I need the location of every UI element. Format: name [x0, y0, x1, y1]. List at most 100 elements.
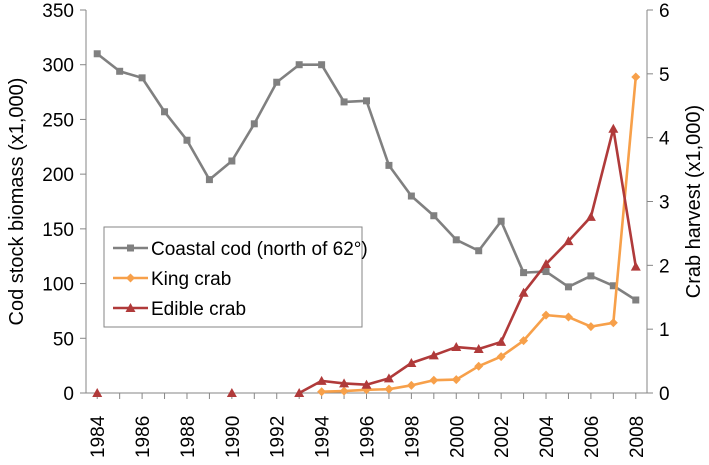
x-tick-label: 1994 [313, 415, 334, 458]
data-point [630, 261, 641, 271]
left-tick-label: 300 [42, 56, 74, 77]
data-point [93, 50, 101, 58]
left-tick-label: 50 [53, 329, 74, 350]
right-tick-label: 6 [659, 1, 670, 22]
data-point [406, 380, 416, 390]
right-tick-label: 5 [659, 65, 670, 86]
data-point [138, 74, 146, 82]
data-point [385, 161, 393, 169]
series-line-segment [612, 127, 638, 268]
series-line-segment [320, 63, 346, 104]
data-point [317, 387, 327, 397]
data-point [541, 259, 552, 269]
data-point [226, 388, 237, 397]
right-tick-label: 4 [659, 129, 670, 150]
data-point [474, 361, 484, 371]
data-point [318, 61, 326, 69]
series-line-segment [140, 76, 166, 114]
data-point [587, 272, 595, 280]
data-point [632, 296, 640, 304]
data-point [273, 78, 281, 86]
axes-layer: 0 50 100 150 200 250 300 350 0 1 2 3 4 5 6 1984 1986 1988… [6, 1, 705, 458]
series-line-segment [589, 274, 615, 288]
legend-item-edible-crab: Edible crab [113, 299, 246, 320]
x-tick-label: 2000 [447, 416, 468, 458]
data-point [228, 157, 236, 165]
series-line-segment [275, 63, 301, 84]
series-line-segment [454, 364, 481, 381]
right-tick-label: 1 [659, 320, 670, 341]
data-point [361, 379, 372, 389]
data-point [339, 378, 350, 388]
left-tick-label: 200 [42, 165, 74, 186]
right-tick-label: 3 [659, 193, 670, 214]
data-point [316, 375, 327, 385]
x-tick-label: 1986 [133, 416, 154, 458]
data-point [541, 310, 551, 320]
data-point [161, 108, 169, 116]
legend-label: Coastal cod (north of 62°) [151, 239, 368, 260]
x-tick-label: 1996 [358, 416, 379, 458]
legend-item-king-crab: King crab [113, 269, 231, 290]
legend-label: Edible crab [151, 299, 246, 320]
series-line-segment [410, 354, 436, 365]
series-line-segment [410, 194, 436, 218]
series-line-segment [477, 340, 503, 351]
series-line-segment [95, 52, 121, 73]
data-point [295, 61, 303, 69]
data-point [339, 386, 349, 396]
series-line-segment [499, 291, 525, 344]
right-tick-label: 2 [659, 256, 670, 277]
series-line-segment [477, 219, 503, 253]
right-axis-title: Crab harvest (x1,000) [683, 105, 705, 298]
left-tick-label: 150 [42, 220, 74, 241]
series-line-segment [567, 315, 593, 328]
series-line-segment [320, 379, 346, 385]
x-tick-label: 1988 [178, 416, 199, 458]
data-point [451, 342, 462, 352]
data-point [564, 283, 572, 291]
data-point [383, 373, 394, 383]
series-line-segment [589, 127, 615, 219]
series-line-segment [342, 99, 368, 104]
x-tick-label: 2002 [492, 416, 513, 458]
data-point [451, 375, 461, 385]
series-line-segment [208, 159, 234, 181]
series-line-segment [499, 219, 525, 274]
series-line-segment [342, 382, 368, 387]
series-line-segment [432, 345, 458, 357]
x-tick-label: 1992 [268, 416, 289, 458]
series-line-segment [567, 274, 593, 289]
data-point [609, 282, 617, 290]
data-point [519, 336, 529, 346]
data-point [631, 72, 641, 82]
data-point [563, 236, 574, 246]
series-line-segment [410, 378, 436, 387]
data-point [363, 97, 370, 105]
data-point [608, 123, 619, 133]
data-point [542, 268, 550, 276]
data-point [205, 176, 213, 184]
series-layer [92, 50, 641, 397]
series-line-segment [544, 270, 570, 289]
series-line-segment [499, 339, 525, 358]
data-point [475, 247, 483, 255]
x-tick-label: 1990 [223, 416, 244, 458]
x-tick-label: 2008 [627, 416, 648, 458]
data-point [608, 318, 618, 328]
data-point [429, 375, 439, 385]
x-tick-label: 2006 [582, 416, 603, 458]
series-line-segment [230, 122, 256, 163]
data-point [92, 388, 103, 397]
left-tick-label: 250 [42, 110, 74, 131]
data-point [294, 388, 305, 397]
series-line-segment [567, 215, 593, 243]
left-tick-label: 350 [42, 1, 74, 22]
series-line-segment [163, 110, 189, 142]
data-point [183, 136, 191, 144]
x-tick-label: 1984 [88, 415, 109, 458]
data-point [473, 343, 484, 353]
right-tick-label: 0 [659, 384, 670, 405]
